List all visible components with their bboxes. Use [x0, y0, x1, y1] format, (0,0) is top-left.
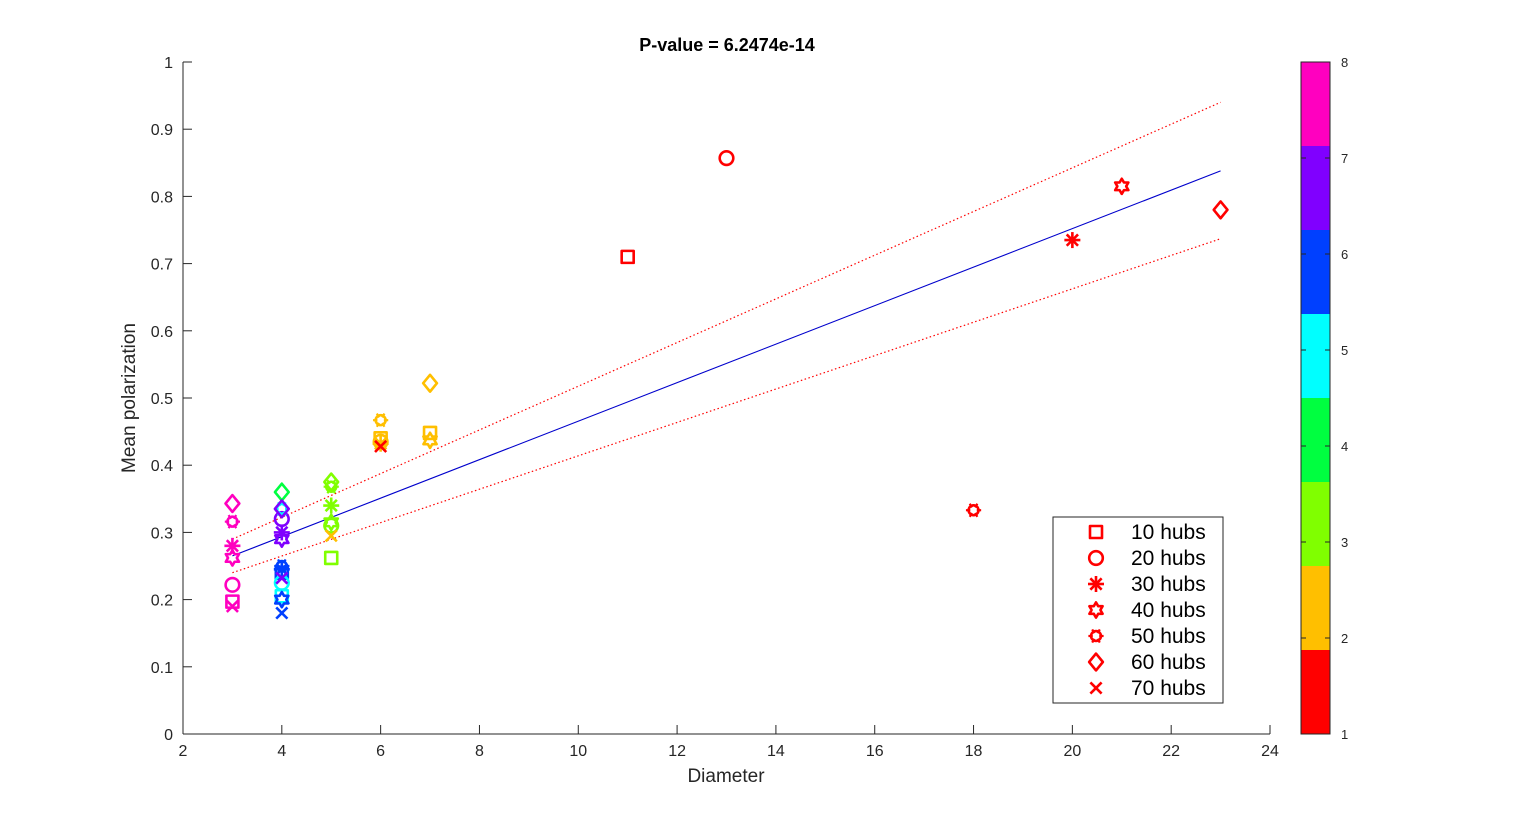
regression-lines	[232, 101, 1221, 574]
y-tick-label: 0.4	[151, 458, 173, 475]
legend-marker	[1087, 549, 1105, 567]
data-point	[225, 599, 239, 613]
legend-entry-label: 30 hubs	[1131, 573, 1206, 596]
data-point	[1212, 200, 1229, 220]
legend: 10 hubs 20 hubs 30 hubs 40 hubs 50 hubs 60 hu…	[1052, 516, 1224, 704]
data-point	[323, 472, 340, 492]
colorbar-tick-label: 6	[1341, 247, 1348, 262]
colorbar: 1 2 3 4 5 6 7 8	[1300, 55, 1348, 742]
y-tick-label: 0.7	[151, 257, 173, 274]
data-point	[373, 413, 389, 428]
legend-marker	[1089, 681, 1103, 695]
data-point	[1064, 232, 1081, 249]
y-tick-label: 0.8	[151, 189, 173, 206]
data-point	[374, 439, 388, 453]
y-tick-label: 0.9	[151, 122, 173, 139]
confidence-upper-line	[232, 101, 1221, 540]
colorbar-tick-label: 1	[1341, 727, 1348, 742]
colorbar-segment	[1301, 566, 1330, 650]
y-tick-label: 0.6	[151, 324, 173, 341]
colorbar-frame	[1300, 61, 1331, 735]
data-point	[273, 499, 291, 519]
x-tick-label: 4	[277, 743, 286, 760]
legend-marker	[1087, 652, 1105, 672]
x-tick-label: 2	[179, 743, 188, 760]
x-tick-label: 14	[767, 743, 785, 760]
data-point	[422, 425, 438, 441]
y-ticks: 0 0.1 0.2 0.3 0.4 0.5 0.6 0.7 0.8 0.9 1	[151, 55, 192, 744]
x-tick-label: 6	[376, 743, 385, 760]
legend-marker	[1088, 628, 1104, 644]
colorbar-tick-label: 2	[1341, 631, 1348, 646]
data-point	[224, 549, 241, 567]
legend-entry-label: 70 hubs	[1131, 677, 1206, 700]
chart-title: P-value = 6.2474e-14	[639, 35, 815, 55]
y-axis-label: Mean polarization	[119, 323, 140, 473]
data-point	[372, 435, 389, 452]
legend-box	[1052, 516, 1224, 704]
x-tick-label: 18	[965, 743, 983, 760]
legend-entry-label: 20 hubs	[1131, 547, 1206, 570]
data-point	[224, 576, 241, 593]
y-tick-label: 0.5	[151, 391, 173, 408]
colorbar-tick-label: 3	[1341, 535, 1348, 550]
legend-marker	[1088, 576, 1104, 592]
y-tick-label: 0.3	[151, 525, 173, 542]
legend-entry-label: 60 hubs	[1131, 651, 1206, 674]
data-point	[274, 558, 290, 574]
colorbar-segment	[1301, 650, 1330, 734]
data-point	[421, 373, 439, 393]
y-tick-label: 0	[164, 727, 173, 744]
data-point	[323, 550, 339, 566]
data-point	[620, 249, 635, 265]
data-point	[224, 493, 241, 514]
y-tick-label: 0.2	[151, 593, 173, 610]
data-point	[422, 431, 438, 450]
data-point	[718, 149, 735, 167]
legend-entry-label: 10 hubs	[1131, 521, 1206, 544]
colorbar-segment	[1301, 62, 1330, 146]
colorbar-segment	[1301, 314, 1330, 398]
data-point	[323, 513, 340, 532]
data-points	[224, 149, 1229, 620]
data-point	[224, 514, 241, 529]
colorbar-tick-label: 5	[1341, 343, 1348, 358]
data-point	[273, 530, 290, 549]
colorbar-tick-label: 4	[1341, 439, 1348, 454]
colorbar-segment	[1301, 230, 1330, 314]
data-point	[275, 571, 289, 585]
y-tick-label: 1	[164, 55, 173, 72]
x-tick-label: 22	[1162, 743, 1180, 760]
legend-marker	[1088, 601, 1104, 619]
x-tick-label: 16	[866, 743, 884, 760]
colorbar-segment	[1301, 398, 1330, 482]
data-point	[273, 590, 290, 609]
data-point	[965, 503, 982, 518]
x-tick-label: 8	[475, 743, 484, 760]
legend-entry-label: 40 hubs	[1131, 599, 1206, 622]
colorbar-segment	[1301, 146, 1330, 230]
legend-marker	[1088, 524, 1104, 540]
data-point	[1113, 177, 1130, 196]
x-axis-label: Diameter	[687, 766, 765, 787]
data-point	[275, 606, 289, 620]
x-tick-label: 12	[668, 743, 686, 760]
confidence-lower-line	[232, 238, 1221, 574]
x-ticks: 2 4 6 8 10 12 14 16 18 20 22 24	[179, 725, 1279, 760]
colorbar-tick-label: 7	[1341, 151, 1348, 166]
legend-entry-label: 50 hubs	[1131, 625, 1206, 648]
data-point	[323, 497, 340, 514]
fit-line	[232, 170, 1221, 557]
x-tick-label: 20	[1063, 743, 1081, 760]
colorbar-tick-label: 8	[1341, 55, 1348, 70]
data-point	[324, 529, 338, 543]
x-tick-label: 10	[569, 743, 587, 760]
x-tick-label: 24	[1261, 743, 1279, 760]
y-tick-label: 0.1	[151, 660, 173, 677]
colorbar-segment	[1301, 482, 1330, 566]
